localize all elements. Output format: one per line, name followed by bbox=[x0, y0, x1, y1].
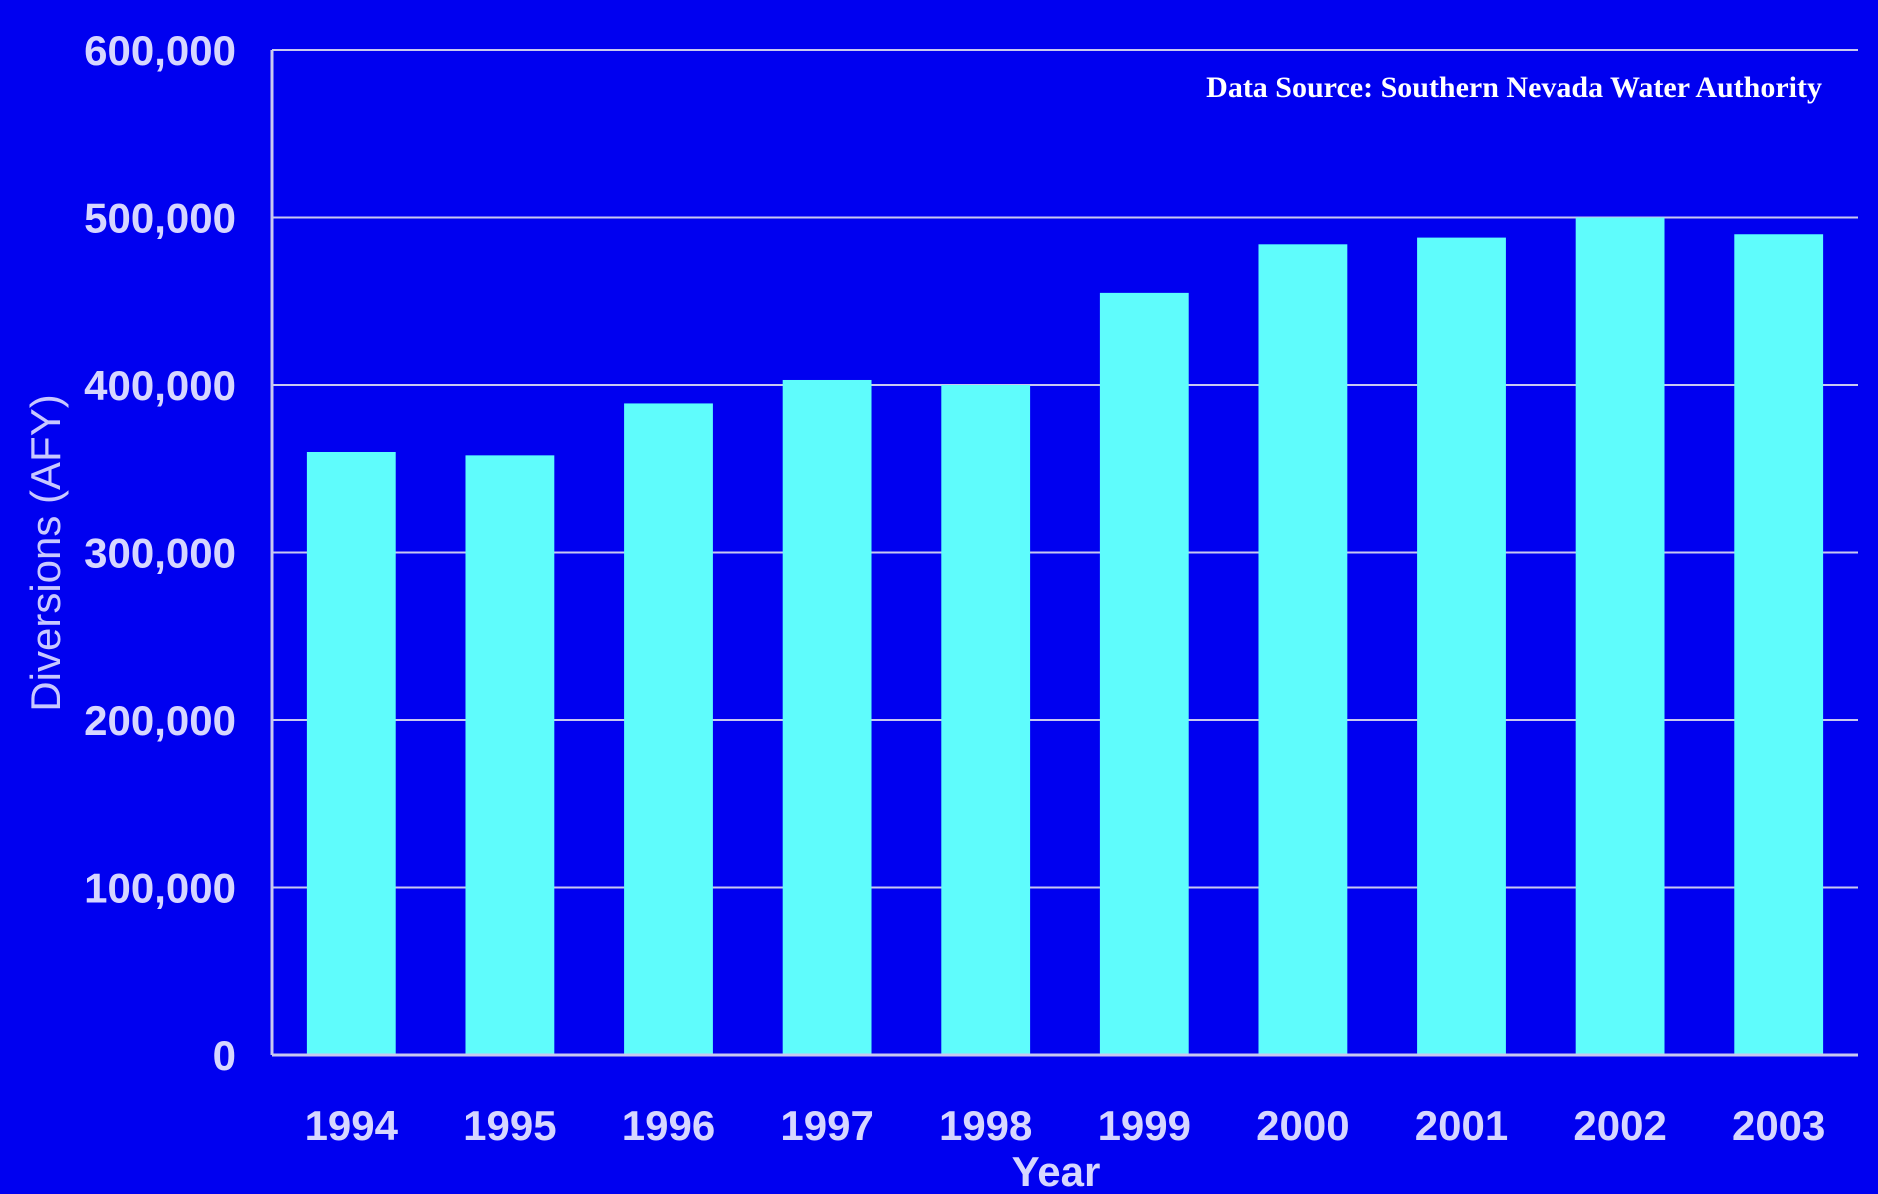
x-tick-label: 1999 bbox=[1098, 1102, 1191, 1149]
y-tick-label: 100,000 bbox=[84, 865, 236, 912]
bar-1997 bbox=[782, 379, 872, 1056]
x-tick-label: 1996 bbox=[622, 1102, 715, 1149]
bar-1998 bbox=[941, 385, 1031, 1055]
y-tick-label: 600,000 bbox=[84, 27, 236, 74]
x-tick-label: 2000 bbox=[1256, 1102, 1349, 1149]
x-tick-label: 1997 bbox=[780, 1102, 873, 1149]
y-tick-label: 400,000 bbox=[84, 362, 236, 409]
x-tick-label: 1994 bbox=[305, 1102, 399, 1149]
plot-frame bbox=[270, 49, 1858, 1057]
x-tick-label: 2002 bbox=[1573, 1102, 1666, 1149]
y-tick-label: 300,000 bbox=[84, 530, 236, 577]
x-tick-label: 1995 bbox=[463, 1102, 556, 1149]
y-axis-title: Diversions (AFY) bbox=[22, 394, 69, 711]
bar-1995 bbox=[465, 455, 555, 1056]
y-tick-label: 200,000 bbox=[84, 697, 236, 744]
bar-1999 bbox=[1099, 292, 1189, 1055]
x-tick-label: 1998 bbox=[939, 1102, 1032, 1149]
data-source-annotation: Data Source: Southern Nevada Water Autho… bbox=[1206, 71, 1822, 104]
bar-2001 bbox=[1417, 237, 1506, 1056]
y-tick-label: 0 bbox=[213, 1032, 236, 1079]
x-tick-label: 2003 bbox=[1732, 1102, 1825, 1149]
bar-2000 bbox=[1258, 244, 1348, 1056]
x-tick-label: 2001 bbox=[1415, 1102, 1508, 1149]
y-tick-labels: 0 100,000 200,000 300,000 400,000 500,000 600,… bbox=[84, 27, 236, 1079]
bar-1996 bbox=[624, 403, 713, 1055]
bars bbox=[306, 217, 1824, 1056]
bar-2003 bbox=[1734, 234, 1824, 1055]
bar-2002 bbox=[1575, 217, 1665, 1055]
y-tick-label: 500,000 bbox=[84, 195, 236, 242]
bar-1994 bbox=[306, 452, 396, 1055]
x-axis-title: Year bbox=[1012, 1148, 1101, 1194]
x-tick-labels: 1994 1995 1996 1997 1998 1999 2000 2001 2002 2003 bbox=[305, 1102, 1826, 1149]
